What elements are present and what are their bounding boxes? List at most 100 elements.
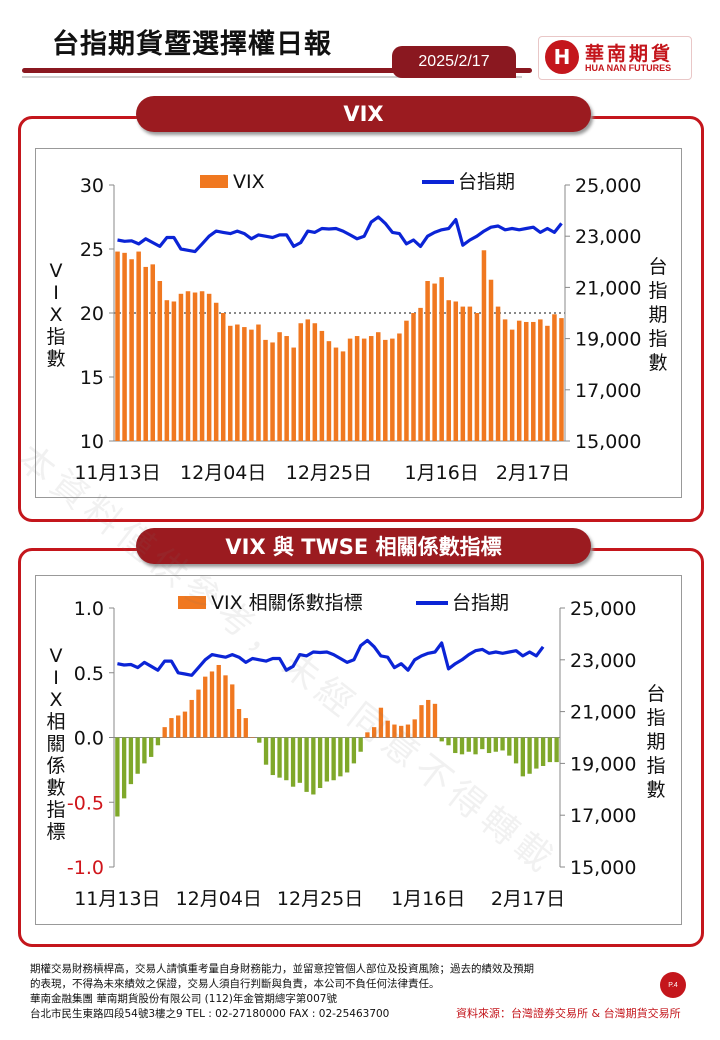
vix-bar bbox=[432, 283, 437, 441]
vix-bar bbox=[189, 699, 194, 738]
vix-bar bbox=[155, 737, 161, 746]
y-tick-label: 10 bbox=[80, 431, 104, 453]
y-axis-title: I bbox=[53, 667, 59, 689]
y-axis-title: 指 bbox=[46, 326, 65, 348]
vix-bar bbox=[383, 339, 388, 441]
vix-bar bbox=[446, 737, 451, 746]
taiex-futures-line bbox=[117, 638, 545, 677]
vix-bar bbox=[164, 300, 170, 441]
vix-bar bbox=[304, 737, 309, 792]
vix-bar bbox=[540, 737, 546, 766]
vix-bar bbox=[235, 324, 240, 441]
vix-bar bbox=[378, 707, 384, 738]
x-tick-label: 12月25日 bbox=[286, 462, 372, 484]
y2-tick-label: 19,000 bbox=[570, 753, 636, 775]
vix-bar bbox=[216, 664, 221, 738]
vix-bar bbox=[128, 737, 134, 785]
vix-bar bbox=[176, 715, 181, 738]
x-tick-label: 12月04日 bbox=[180, 462, 266, 484]
x-tick-label: 2月17日 bbox=[491, 888, 565, 910]
vix-bar bbox=[270, 737, 275, 776]
y-tick-label: 25 bbox=[80, 239, 104, 261]
vix-bar bbox=[418, 307, 423, 441]
y2-tick-label: 21,000 bbox=[575, 277, 641, 299]
vix-bar bbox=[257, 737, 262, 743]
vix-bar bbox=[236, 709, 242, 738]
vix-bar bbox=[467, 306, 473, 441]
vix-bar bbox=[390, 338, 395, 441]
y-axis-title: X bbox=[49, 689, 62, 711]
vix-bar bbox=[182, 711, 188, 738]
y-axis-title: I bbox=[53, 282, 59, 304]
vix-bar bbox=[460, 306, 466, 441]
logo-english-name: HUA NAN FUTURES bbox=[585, 63, 672, 73]
vix-bar bbox=[162, 727, 167, 738]
vix-bar bbox=[376, 332, 381, 441]
vix-bar bbox=[520, 737, 525, 777]
vix-bar bbox=[344, 737, 350, 773]
correlation-chart: -1.0 -0.5 0.0 0.5 1.0 15,000 17,000 19,000 21,00… bbox=[35, 575, 682, 925]
y2-tick-label: 17,000 bbox=[570, 805, 636, 827]
y-axis-title: 標 bbox=[46, 821, 65, 843]
y2-axis-title: 期 bbox=[646, 731, 665, 753]
y2-axis-title: 指 bbox=[646, 755, 665, 777]
company-logo: H 華南期貨 HUA NAN FUTURES bbox=[538, 36, 692, 80]
vix-bar bbox=[169, 718, 174, 738]
y2-axis-title: 期 bbox=[648, 304, 667, 326]
y-tick-label: 15 bbox=[80, 367, 104, 389]
data-source: 資料來源：台灣證券交易所 & 台灣期貨交易所 bbox=[456, 1007, 681, 1020]
vix-bar bbox=[368, 336, 374, 441]
vix-bar bbox=[305, 319, 311, 441]
vix-bar bbox=[311, 737, 316, 795]
disclaimer: 期權交易財務槓桿高，交易人請慎重考量自身財務能力，並留意控管個人部位及投資風險；… bbox=[30, 962, 630, 1022]
y-axis-title: 相 bbox=[46, 711, 65, 733]
legend-bar-swatch bbox=[200, 175, 228, 188]
vix-bar bbox=[351, 737, 357, 764]
vix-bar bbox=[365, 732, 370, 738]
vix-chart: 10 15 20 25 30 15,000 17,000 19,000 21,000 23,000… bbox=[35, 148, 682, 498]
vix-bar bbox=[298, 323, 303, 441]
vix-bar bbox=[507, 737, 512, 756]
vix-bar bbox=[250, 737, 255, 738]
vix-bar bbox=[249, 329, 254, 441]
vix-bar bbox=[115, 251, 120, 441]
y2-tick-label: 25,000 bbox=[575, 175, 641, 197]
vix-bar bbox=[199, 291, 205, 441]
x-tick-label: 12月04日 bbox=[176, 888, 262, 910]
x-tick-label: 1月16日 bbox=[405, 462, 479, 484]
vix-bar bbox=[228, 325, 233, 441]
vix-bar bbox=[509, 329, 515, 441]
y-tick-label: 30 bbox=[80, 175, 104, 197]
vix-bar bbox=[223, 675, 228, 738]
vix-bar bbox=[129, 259, 134, 441]
y2-axis-title: 台 bbox=[646, 683, 665, 705]
legend-bar-label: VIX bbox=[233, 171, 265, 193]
legend-line-label: 台指期 bbox=[452, 592, 509, 614]
y2-tick-label: 15,000 bbox=[570, 857, 636, 879]
y-axis-title: 關 bbox=[46, 733, 65, 755]
x-tick-label: 11月13日 bbox=[74, 462, 160, 484]
vix-bar bbox=[493, 737, 498, 752]
vix-bar bbox=[319, 330, 325, 441]
y-tick-label: -0.5 bbox=[67, 792, 104, 814]
vix-bar bbox=[486, 737, 492, 754]
vix-bar bbox=[291, 347, 296, 441]
y2-axis-title: 指 bbox=[648, 328, 667, 350]
vix-bar bbox=[142, 737, 147, 764]
vix-bar bbox=[412, 719, 417, 738]
vix-bar bbox=[331, 737, 336, 781]
page-number-badge: P.4 bbox=[660, 972, 686, 998]
y-axis-title: V bbox=[50, 645, 63, 667]
vix-bar bbox=[453, 301, 459, 441]
vix-bar bbox=[480, 737, 485, 750]
vix-bar bbox=[290, 737, 296, 787]
vix-bar bbox=[220, 313, 226, 441]
vix-bar bbox=[277, 737, 282, 778]
vix-bar bbox=[243, 718, 248, 738]
company-license: 華南金融集團 華南期貨股份有限公司 (112)年金管期總字第007號 bbox=[30, 993, 337, 1005]
vix-bar bbox=[534, 737, 539, 769]
vix-bar bbox=[554, 737, 559, 763]
vix-bar bbox=[385, 720, 390, 738]
disclaimer-line-2: 的表現，不得為未來績效之保證，交易人須自行判斷與負責，本公司不負任何法律責任。 bbox=[30, 978, 440, 990]
vix-bar bbox=[547, 737, 553, 763]
